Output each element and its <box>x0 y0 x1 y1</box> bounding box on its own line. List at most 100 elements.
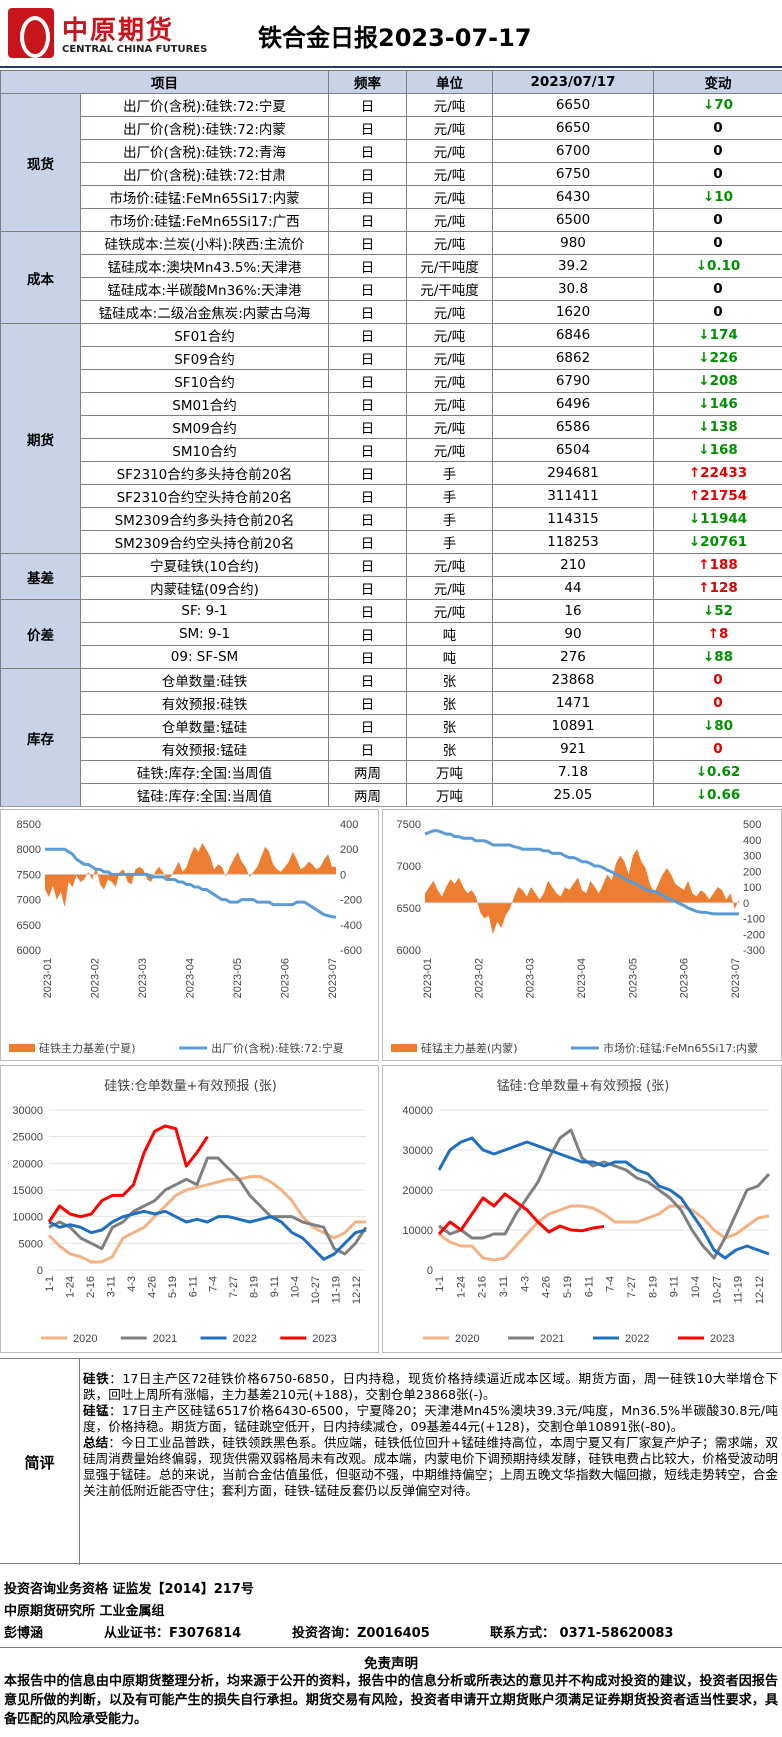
x-tick-label: 4-3 <box>126 1276 138 1292</box>
table-row: 库存 仓单数量:硅铁日张 23868 0 <box>0 668 782 807</box>
unit-cell: 手 <box>406 461 493 485</box>
unit-cell: 万吨 <box>406 783 493 807</box>
review-p2-head: 硅锰 <box>83 1403 109 1418</box>
item-cell: 宁夏硅铁(10合约) <box>80 553 329 577</box>
change-value: 52 <box>714 603 734 619</box>
arrow-down-icon: ↓ <box>698 442 710 458</box>
change-value: 0 <box>713 166 723 182</box>
y-tick-label: 20000 <box>12 1158 43 1170</box>
freq-cell: 日 <box>328 139 407 163</box>
unit-cell: 元/吨 <box>406 599 493 623</box>
x-tick-label: 2023-07 <box>327 958 339 998</box>
unit-cell: 元/吨 <box>406 185 493 209</box>
value-cell: 23868 <box>492 668 654 692</box>
freq-cell: 日 <box>328 93 407 117</box>
change-value: 146 <box>709 396 738 412</box>
freq-cell: 日 <box>328 208 407 232</box>
change-cell: ↓0.10 <box>653 254 782 278</box>
x-tick-label: 2023-06 <box>280 958 292 998</box>
x-tick-label: 11-19 <box>331 1276 343 1303</box>
x-tick-label: 7-27 <box>228 1276 240 1298</box>
category-cell: 期货 <box>0 323 81 554</box>
change-cell: 0 <box>653 737 782 761</box>
x-tick-label: 1-24 <box>455 1276 467 1298</box>
value-cell: 1471 <box>492 691 654 715</box>
item-cell: 锰硅:库存:全国:当周值 <box>80 783 329 807</box>
arrow-up-icon: ↑ <box>688 488 701 504</box>
change-cell: ↓208 <box>653 369 782 393</box>
data-table: 项目 频率 单位 2023/07/17 变动 现货 出厂价(含税):硅铁:72:宁… <box>0 70 782 807</box>
review-p2-body: ：17日主产区硅锰6517价格6430-6500，宁夏降20；天津港Mn45%澳… <box>83 1403 778 1434</box>
series-line-2021 <box>438 1128 771 1260</box>
item-cell: 仓单数量:硅铁 <box>80 668 329 692</box>
value-cell: 6430 <box>492 185 654 209</box>
report-header: 中原期货 CENTRAL CHINA FUTURES 铁合金日报2023-07-… <box>0 0 782 68</box>
item-cell: SF10合约 <box>80 369 329 393</box>
table-row: SF2310合约多头持仓前20名日手 294681 ↑22433 <box>1 461 782 485</box>
left-tick-label: 7500 <box>397 819 421 831</box>
x-tick-label: 10-27 <box>310 1276 322 1304</box>
legend-label-2021: 2021 <box>540 1333 564 1345</box>
change-cell: ↑188 <box>653 553 782 577</box>
item-cell: SF: 9-1 <box>80 599 329 623</box>
footer-advisory: 投资咨询：Z0016405 <box>292 1626 430 1641</box>
freq-cell: 日 <box>328 254 407 278</box>
chart-sf-basis-svg: 6000 6500 7000 7500 8000 8500 -600 -400 -200 0 200… <box>9 819 362 1055</box>
right-tick-label: 100 <box>743 882 761 894</box>
review-p3-head: 总结 <box>83 1435 109 1450</box>
category-cell: 基差 <box>0 553 81 600</box>
value-cell: 311411 <box>492 484 654 508</box>
table-row: 市场价:硅锰:FeMn65Si17:广西日元/吨 6500 0 <box>1 208 782 232</box>
change-cell: ↓10 <box>653 185 782 209</box>
series-line-2020 <box>438 1204 770 1262</box>
y-tick-label: 30000 <box>402 1145 433 1157</box>
freq-cell: 日 <box>328 576 407 600</box>
value-cell: 7.18 <box>492 760 654 784</box>
unit-cell: 元/吨 <box>406 116 493 140</box>
table-row: 期货 SF01合约日元/吨 6846 ↓174 <box>0 323 782 554</box>
unit-cell: 元/吨 <box>406 576 493 600</box>
table-row: 现货 出厂价(含税):硅铁:72:宁夏日元/吨 6650 ↓70 <box>0 93 782 232</box>
change-value: 10 <box>714 189 734 205</box>
arrow-down-icon: ↓ <box>702 97 715 113</box>
change-value: 0 <box>713 120 723 136</box>
unit-cell: 元/吨 <box>406 323 493 347</box>
unit-cell: 元/吨 <box>406 415 493 439</box>
footer-license: 投资咨询业务资格 证监发【2014】217号 <box>4 1582 254 1597</box>
review-p3-body: ：今日工业品普跌，硅铁领跌黑色系。供应端，硅铁低位回升+锰硅维持高位，本周宁夏又… <box>83 1435 778 1498</box>
right-tick-label: -200 <box>340 895 362 907</box>
table-row: 价差 SF: 9-1 日元/吨 16 ↓52 <box>0 599 782 669</box>
freq-cell: 日 <box>328 461 407 485</box>
x-tick-label: 7-27 <box>626 1276 638 1298</box>
value-cell: 114315 <box>492 507 654 531</box>
arrow-down-icon: ↓ <box>695 764 707 780</box>
x-tick-label: 4-3 <box>519 1276 531 1292</box>
unit-cell: 元/干吨度 <box>406 254 493 278</box>
change-value: 80 <box>714 718 734 734</box>
change-value: 21754 <box>700 488 748 504</box>
value-cell: 6650 <box>492 93 654 117</box>
footer-cert: 从业证书：F3076814 <box>104 1626 242 1641</box>
col-header-unit: 单位 <box>406 70 493 94</box>
change-cell: ↓226 <box>653 346 782 370</box>
table-row: SM01合约日元/吨 6496 ↓146 <box>1 392 782 416</box>
freq-cell: 两周 <box>328 760 407 784</box>
change-cell: 0 <box>653 691 782 715</box>
right-tick-label: 200 <box>340 844 358 856</box>
arrow-up-icon: ↑ <box>698 580 710 596</box>
x-tick-label: 9-11 <box>669 1276 681 1297</box>
brand-name-en: CENTRAL CHINA FUTURES <box>62 44 208 55</box>
value-cell: 6846 <box>492 323 654 347</box>
table-row: 基差 宁夏硅铁(10合约) 日元/吨 210 ↑188 <box>0 553 782 600</box>
freq-cell: 日 <box>328 369 407 393</box>
chart-sf-warrants: 硅铁:仓单数量+有效预报 (张) 0 5000 10000 15000 20000 2500… <box>0 1065 379 1353</box>
value-cell: 6496 <box>492 392 654 416</box>
x-tick-label: 10-4 <box>290 1276 302 1298</box>
arrow-down-icon: ↓ <box>702 718 715 734</box>
item-cell: 硅铁成本:兰炭(小料):陕西:主流价 <box>80 231 329 255</box>
change-value: 8 <box>718 626 729 642</box>
change-value: 0 <box>713 281 723 297</box>
footer-info: 投资咨询业务资格 证监发【2014】217号 中原期货研究所 工业金属组 彭博涵… <box>0 1568 782 1648</box>
change-cell: ↑8 <box>653 622 782 646</box>
unit-cell: 张 <box>406 714 493 738</box>
